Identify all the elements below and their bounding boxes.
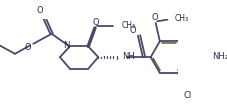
Text: NH: NH xyxy=(122,52,135,61)
Text: CH₃: CH₃ xyxy=(174,14,188,23)
Text: O: O xyxy=(92,18,99,27)
Text: NH₂: NH₂ xyxy=(211,52,227,61)
Text: O: O xyxy=(25,43,32,52)
Text: O: O xyxy=(151,13,158,22)
Text: CH₃: CH₃ xyxy=(121,21,135,30)
Text: Cl: Cl xyxy=(182,91,191,100)
Text: N: N xyxy=(63,41,69,50)
Text: O: O xyxy=(129,26,136,35)
Text: O: O xyxy=(37,6,43,15)
